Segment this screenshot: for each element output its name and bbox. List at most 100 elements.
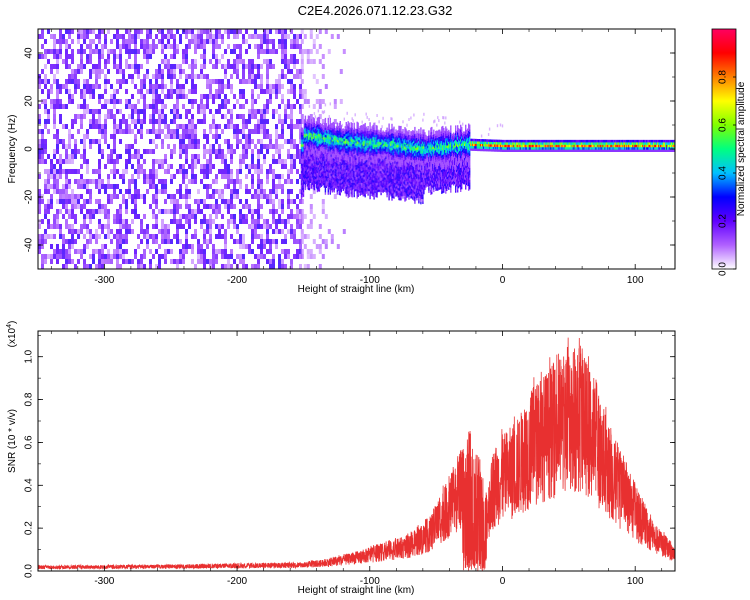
spectrogram-cell	[101, 209, 104, 214]
spectrogram-cell	[368, 157, 370, 160]
spectrogram-cell	[310, 178, 313, 182]
spectrogram-cell	[340, 173, 342, 176]
spectrogram-cell	[300, 175, 303, 178]
spectrogram-cell	[347, 133, 349, 136]
spectrogram-cell	[300, 197, 303, 200]
spectrogram-cell	[384, 158, 386, 161]
spectrogram-cell	[188, 44, 191, 49]
spectrogram-cell	[346, 182, 348, 185]
spectrogram-cell	[104, 44, 107, 49]
spectrogram-cell	[359, 133, 361, 136]
spectrogram-cell	[101, 134, 104, 139]
spectrogram-cell	[331, 190, 333, 193]
spectrogram-cell	[300, 129, 303, 133]
spectrogram-cell	[372, 134, 374, 137]
spectrogram-cell	[218, 189, 221, 194]
spectrogram-cell	[155, 204, 158, 209]
spectrogram-cell	[349, 168, 351, 172]
spectrogram-cell	[176, 64, 179, 69]
spectrogram-cell	[360, 144, 362, 147]
spectrogram-cell	[290, 234, 293, 239]
spectrogram-cell	[312, 182, 315, 185]
spectrogram-cell	[110, 149, 113, 154]
spectrogram-cell	[236, 74, 239, 79]
spectrogram-cell	[284, 54, 287, 59]
spectrogram-cell	[324, 129, 327, 133]
spectrogram-cell	[301, 180, 304, 183]
spectrogram-cell	[74, 114, 77, 119]
spectrogram-cell	[269, 99, 272, 104]
spectrogram-cell	[65, 194, 68, 199]
spectrogram-cell	[56, 259, 59, 264]
spectrogram-cell	[348, 125, 350, 128]
spectrogram-cell	[349, 154, 351, 157]
spectrogram-cell	[290, 164, 293, 169]
spectrogram-cell	[321, 209, 325, 214]
spectrogram-cell	[384, 184, 386, 187]
spectrogram-cell	[170, 149, 173, 154]
spectrogram-cell	[360, 134, 362, 138]
spectrogram-cell	[260, 49, 263, 54]
spectrogram-cell	[188, 119, 191, 124]
spectrogram-cell	[179, 239, 182, 244]
spectrogram-cell	[137, 214, 140, 219]
spectrogram-cell	[155, 94, 158, 99]
spectrogram-cell	[155, 109, 158, 114]
spectrogram-cell	[41, 264, 44, 269]
spectrogram-cell	[191, 104, 194, 109]
spectrogram-cell	[230, 109, 233, 114]
spectrogram-cell	[383, 141, 385, 144]
spectrogram-cell	[305, 167, 308, 170]
spectrogram-cell	[308, 175, 311, 179]
spectrogram-cell	[327, 146, 329, 150]
spectrogram-cell	[68, 159, 71, 164]
spectrogram-cell	[332, 177, 334, 180]
spectrogram-cell	[80, 164, 83, 169]
spectrogram-cell	[149, 139, 152, 144]
spectrogram-cell	[332, 129, 334, 132]
spectrogram-cell	[320, 184, 323, 187]
spectrogram-cell	[290, 79, 293, 84]
spectrogram-cell	[47, 179, 50, 184]
spectrogram-cell	[300, 209, 304, 214]
spectrogram-cell	[254, 254, 257, 259]
spectrogram-cell	[209, 169, 212, 174]
spectrogram-cell	[362, 174, 364, 178]
spectrogram-cell	[346, 165, 348, 168]
spectrogram-cell	[383, 136, 385, 140]
spectrogram-cell	[344, 150, 346, 153]
spectrogram-cell	[320, 148, 323, 151]
spectrogram-cell	[146, 59, 149, 64]
spectrogram-cell	[59, 154, 62, 159]
spectrogram-cell	[331, 125, 333, 128]
spectrogram-cell	[227, 144, 230, 149]
spectrogram-cell	[324, 177, 327, 181]
spectrogram-cell	[329, 141, 331, 145]
spectrogram-cell	[350, 191, 352, 195]
spectrogram-cell	[230, 124, 233, 129]
spectrogram-cell	[310, 126, 313, 129]
spectrogram-cell	[140, 134, 143, 139]
spectrogram-cell	[333, 190, 335, 193]
spectrogram-cell	[359, 181, 361, 184]
spectrogram-cell	[242, 89, 245, 94]
spectrogram-cell	[272, 174, 275, 179]
spectrogram-cell	[348, 153, 350, 157]
spectrogram-cell	[209, 149, 212, 154]
spectrogram-cell	[357, 170, 359, 173]
spectrogram-cell	[320, 153, 323, 156]
spectrogram-cell	[312, 39, 316, 44]
spectrogram-cell	[355, 181, 357, 185]
spectrogram-cell	[290, 129, 293, 134]
spectrogram-cell	[315, 130, 318, 134]
spectrogram-cell	[309, 127, 312, 131]
spectrogram-cell	[260, 214, 263, 219]
spectrogram-cell	[200, 109, 203, 114]
spectrogram-cell	[266, 84, 269, 89]
spectrogram-cell	[303, 162, 306, 165]
spectrogram-cell	[227, 169, 230, 174]
spectrogram-cell	[302, 177, 305, 181]
spectrogram-cell	[371, 152, 373, 156]
spectrogram-cell	[300, 239, 304, 244]
spectrogram-cell	[301, 170, 304, 174]
